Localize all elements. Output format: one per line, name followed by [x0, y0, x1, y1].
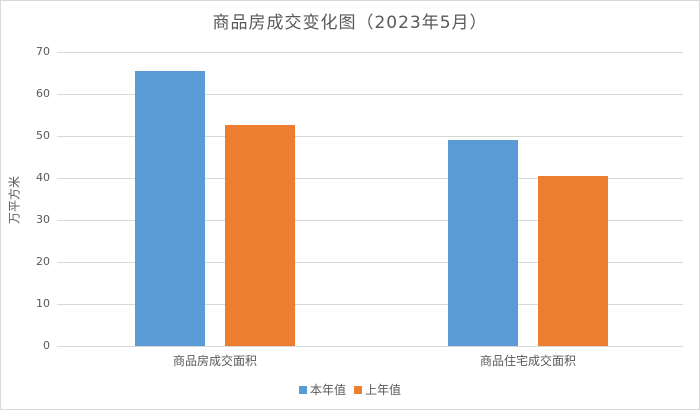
gridline: [57, 52, 683, 53]
plot-area: [57, 52, 683, 347]
gridline: [57, 94, 683, 95]
legend-item-current-year: 本年值: [298, 381, 346, 398]
gridline: [57, 136, 683, 137]
y-tick-label: 0: [43, 339, 50, 352]
chart-title: 商品房成交变化图（2023年5月）: [212, 13, 488, 33]
gridline: [57, 346, 683, 347]
gridline: [57, 262, 683, 263]
y-tick-label: 40: [36, 171, 50, 184]
bar: [135, 70, 205, 346]
x-category-label: 商品住宅成交面积: [479, 354, 576, 368]
gridline: [57, 304, 683, 305]
bar: [538, 175, 608, 346]
legend-item-previous-year: 上年值: [354, 381, 401, 398]
bar: [448, 139, 518, 346]
y-tick-label: 60: [36, 87, 50, 100]
bar: [225, 125, 295, 346]
legend-swatch-orange: [354, 385, 362, 394]
y-tick-label: 10: [36, 297, 50, 310]
gridline: [57, 178, 683, 179]
legend: 本年值 上年值: [0, 381, 700, 398]
y-tick-label: 70: [36, 45, 50, 58]
legend-swatch-blue: [298, 385, 307, 394]
legend-label: 上年值: [365, 383, 402, 397]
y-tick-label: 20: [36, 255, 50, 268]
y-tick-label: 50: [36, 129, 50, 142]
legend-label: 本年值: [309, 383, 346, 397]
y-tick-label: 30: [36, 213, 50, 226]
x-category-label: 商品房成交面积: [172, 354, 257, 368]
gridline: [57, 220, 683, 221]
